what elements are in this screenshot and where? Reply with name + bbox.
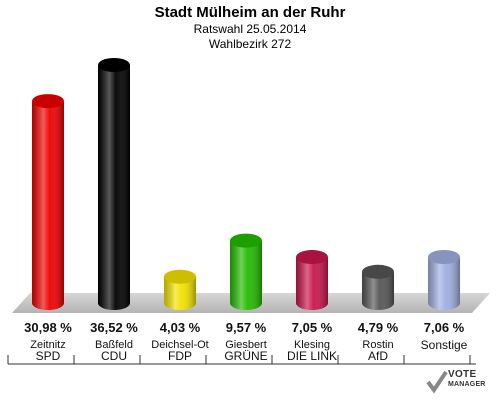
bar-shading: [98, 65, 130, 310]
bars-layer: [32, 58, 460, 310]
bar-top-cap: [362, 264, 394, 279]
party-label: FDP: [168, 349, 192, 363]
value-label: 9,57 %: [226, 320, 267, 335]
candidate-label: Deichsel-Ot: [151, 339, 208, 351]
party-label: SPD: [36, 349, 61, 363]
bar-shading: [32, 101, 64, 310]
bar-fdp: [164, 269, 196, 310]
value-label: 7,06 %: [424, 320, 465, 335]
candidate-label: Klesing: [294, 339, 330, 351]
party-label: GRÜNE: [224, 349, 267, 363]
bar-spd: [32, 94, 64, 310]
bar-gr-ne: [230, 233, 262, 310]
bar-top-cap: [164, 269, 196, 284]
checkmark-icon: [426, 370, 448, 394]
bar-afd: [362, 264, 394, 310]
party-label: CDU: [101, 349, 127, 363]
bar-top-cap: [98, 58, 130, 72]
party-label: AfD: [368, 349, 388, 363]
logo-line-1: VOTE: [448, 369, 477, 380]
bar-die-link: [296, 250, 328, 310]
candidate-label: Giesbert: [225, 339, 267, 351]
value-label: 4,03 %: [160, 320, 201, 335]
vote-manager-logo: VOTE MANAGER: [426, 365, 500, 400]
bar-shading: [230, 240, 262, 310]
bar-top-cap: [230, 233, 262, 248]
bar-top-cap: [428, 249, 460, 264]
value-label: 30,98 %: [24, 320, 72, 335]
logo-line-2: MANAGER: [448, 381, 486, 388]
candidate-label: Zeitnitz: [30, 339, 65, 351]
value-label: 4,79 %: [358, 320, 399, 335]
party-label: DIE LINK: [287, 349, 337, 363]
bar-sonstige: [428, 249, 460, 310]
bar-shading: [164, 276, 196, 310]
bar-shading: [428, 256, 460, 310]
chart-subtitle-election: Ratswahl 25.05.2014: [193, 22, 307, 36]
bar-cdu: [98, 58, 130, 310]
candidate-label: Rostin: [362, 339, 393, 351]
value-label: 36,52 %: [90, 320, 138, 335]
bar-shading: [362, 271, 394, 310]
candidate-label: Baßfeld: [95, 339, 133, 351]
chart-title: Stadt Mülheim an der Ruhr: [154, 4, 346, 21]
bar-top-cap: [296, 250, 328, 265]
bar-top-cap: [32, 94, 64, 109]
chart-header: Stadt Mülheim an der Ruhr Ratswahl 25.05…: [0, 4, 500, 52]
logo-text: VOTE MANAGER: [448, 370, 486, 390]
chart-subtitle-district: Wahlbezirk 272: [208, 37, 292, 51]
bar-shading: [296, 257, 328, 310]
party-label: Sonstige: [421, 338, 468, 352]
value-label: 7,05 %: [292, 320, 333, 335]
